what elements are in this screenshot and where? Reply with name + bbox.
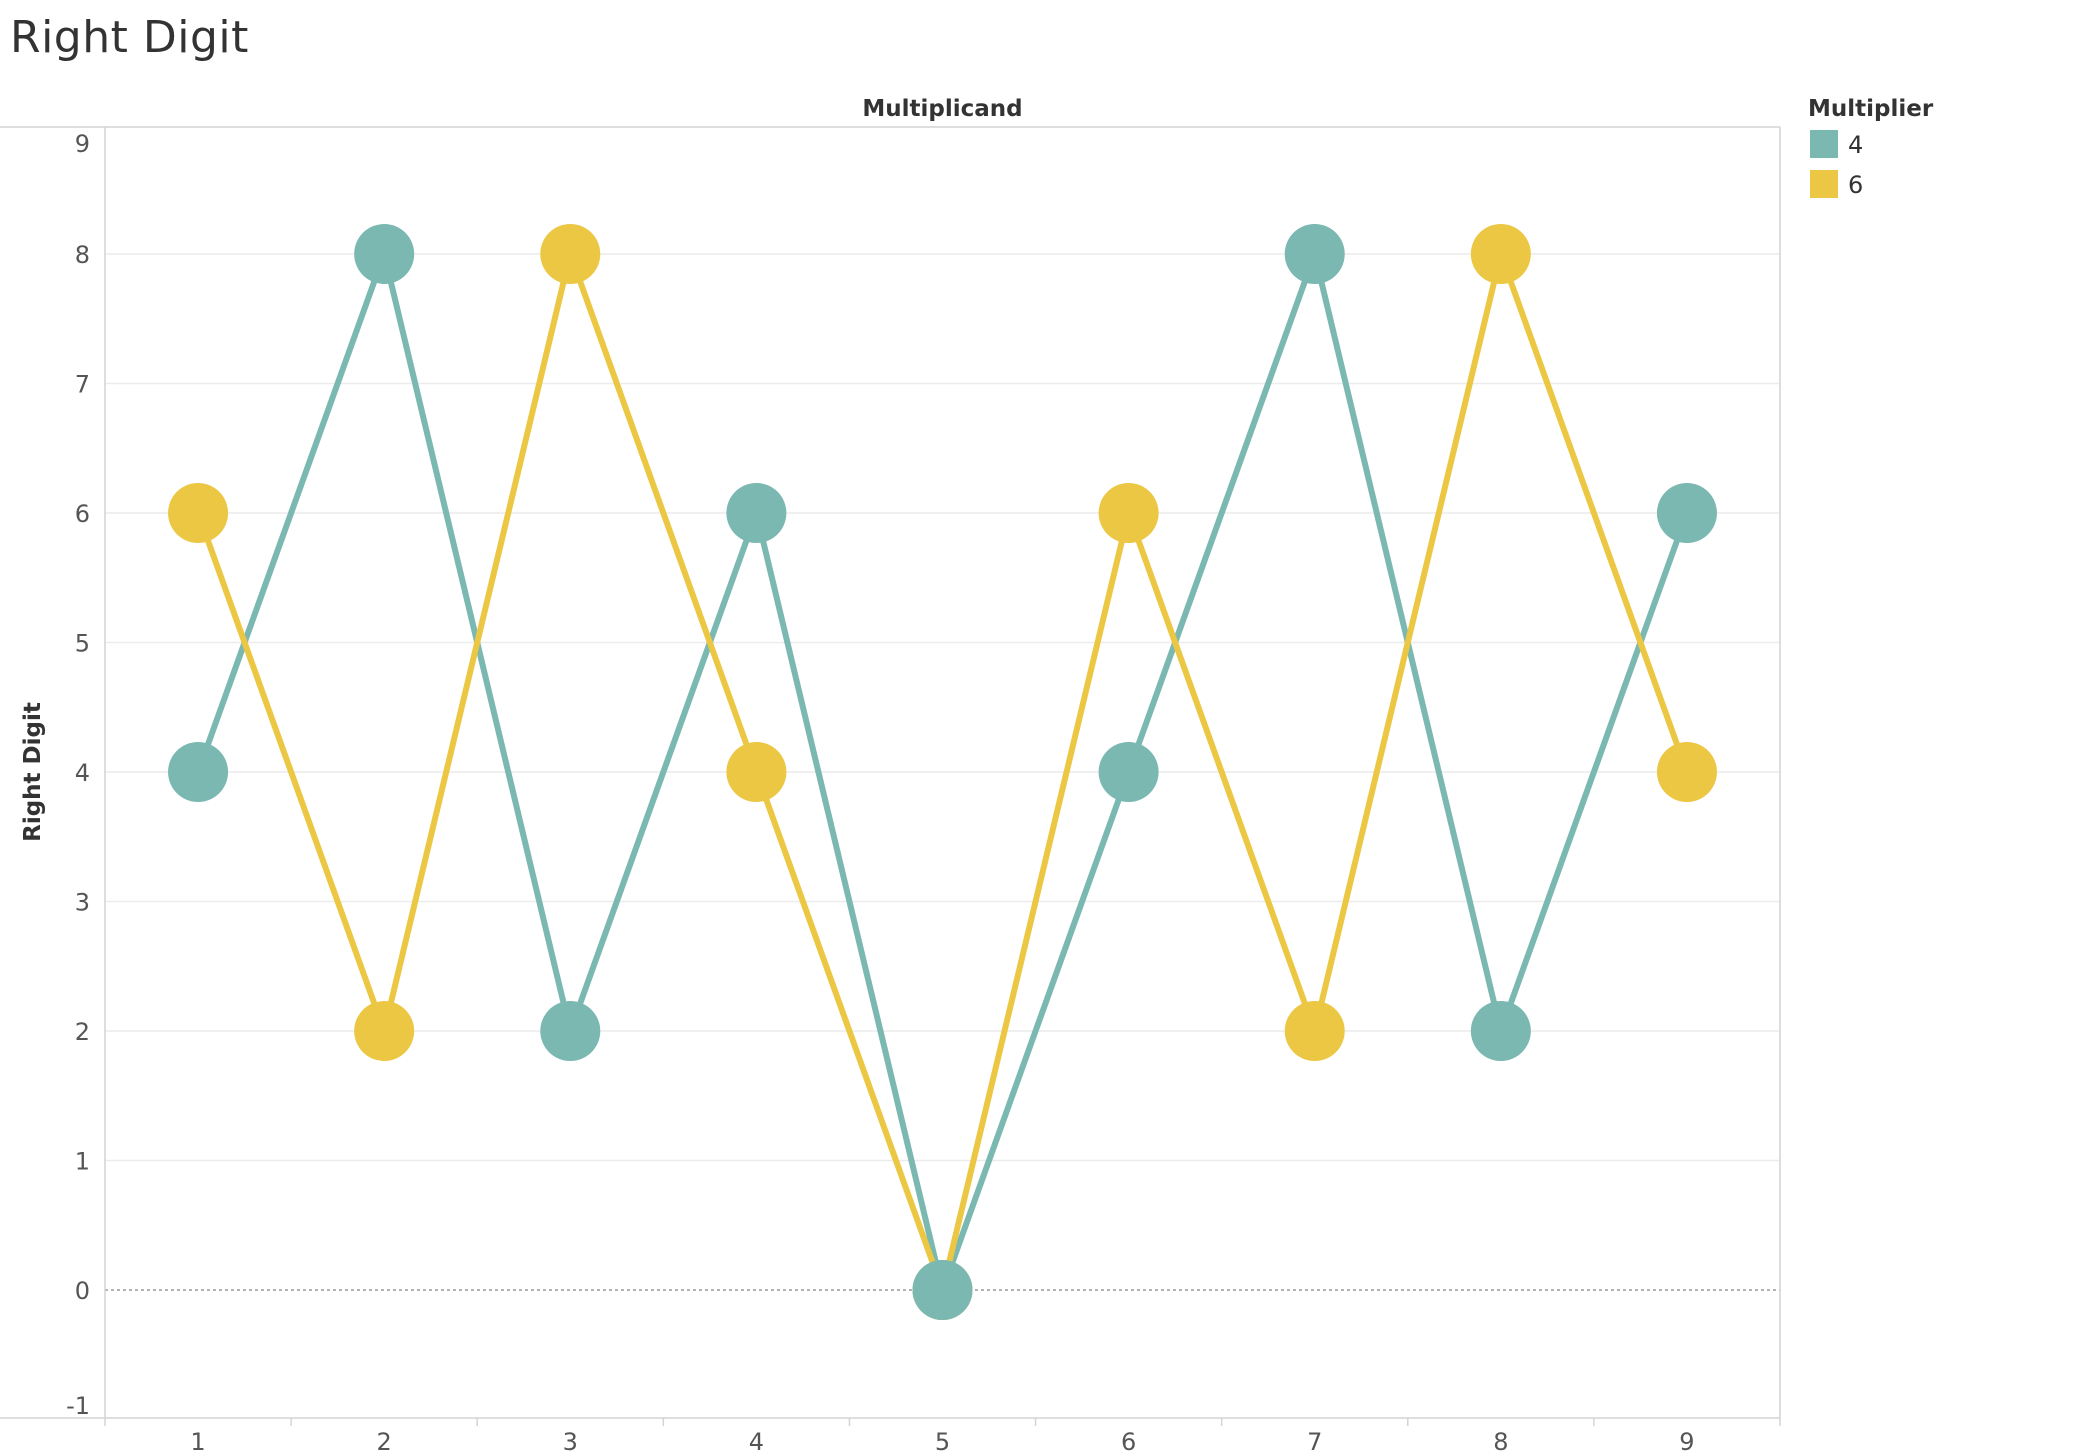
page-title: Right Digit bbox=[10, 12, 249, 63]
x-tick-label: 1 bbox=[190, 1428, 205, 1456]
x-tick-label: 8 bbox=[1493, 1428, 1508, 1456]
y-tick-label: 5 bbox=[75, 630, 90, 658]
data-point-6[interactable] bbox=[168, 483, 229, 543]
data-point-4[interactable] bbox=[540, 1001, 601, 1061]
y-tick-label: 3 bbox=[75, 889, 90, 917]
x-tick-label: 7 bbox=[1307, 1428, 1322, 1456]
data-point-6[interactable] bbox=[726, 742, 787, 802]
data-point-6[interactable] bbox=[1284, 1001, 1345, 1061]
legend-label-6[interactable]: 6 bbox=[1848, 171, 1863, 199]
data-point-6[interactable] bbox=[1098, 483, 1159, 543]
x-tick-label: 9 bbox=[1679, 1428, 1694, 1456]
legend-title: Multiplier bbox=[1808, 96, 1934, 122]
y-axis-title: Right Digit bbox=[20, 702, 46, 842]
legend-swatch-4[interactable] bbox=[1810, 130, 1838, 158]
y-tick-label: 8 bbox=[75, 241, 90, 269]
y-tick-label: 4 bbox=[75, 759, 90, 787]
x-tick-label: 3 bbox=[563, 1428, 578, 1456]
data-point-6[interactable] bbox=[1656, 742, 1717, 802]
plot-frame bbox=[0, 126, 1781, 1419]
x-tick-label: 6 bbox=[1121, 1428, 1136, 1456]
x-axis-ticks: 1 2 3 4 5 6 7 8 9 bbox=[104, 1418, 1781, 1456]
y-tick-label: 9 bbox=[75, 130, 90, 158]
y-tick-label: -1 bbox=[66, 1392, 90, 1420]
data-point-6[interactable] bbox=[540, 224, 601, 284]
data-point-6[interactable] bbox=[354, 1001, 415, 1061]
legend-label-4[interactable]: 4 bbox=[1848, 131, 1863, 159]
series-markers bbox=[168, 224, 1717, 1320]
x-tick-label: 2 bbox=[377, 1428, 392, 1456]
y-tick-label: 6 bbox=[75, 500, 90, 528]
legend-swatch-6[interactable] bbox=[1810, 170, 1838, 198]
x-tick-label: 4 bbox=[749, 1428, 764, 1456]
y-tick-label: 7 bbox=[75, 371, 90, 399]
y-tick-label: 2 bbox=[75, 1018, 90, 1046]
x-axis-title: Multiplicand bbox=[862, 96, 1022, 122]
data-point-4[interactable] bbox=[1098, 742, 1159, 802]
data-point-4[interactable] bbox=[354, 224, 415, 284]
legend: Multiplier 4 6 bbox=[1808, 96, 1934, 199]
data-point-4[interactable] bbox=[1656, 483, 1717, 543]
data-point-4[interactable] bbox=[168, 742, 229, 802]
data-point-6[interactable] bbox=[1470, 224, 1531, 284]
y-axis-ticks: -1 0 1 2 3 4 5 6 7 8 9 bbox=[66, 130, 90, 1420]
data-point-4[interactable] bbox=[1284, 224, 1345, 284]
data-point-4[interactable] bbox=[912, 1260, 973, 1320]
gridlines bbox=[105, 253, 1780, 1291]
x-tick-label: 5 bbox=[935, 1428, 950, 1456]
data-point-4[interactable] bbox=[1470, 1001, 1531, 1061]
y-tick-label: 1 bbox=[75, 1148, 90, 1176]
y-tick-label: 0 bbox=[75, 1277, 90, 1305]
data-point-4[interactable] bbox=[726, 483, 787, 543]
